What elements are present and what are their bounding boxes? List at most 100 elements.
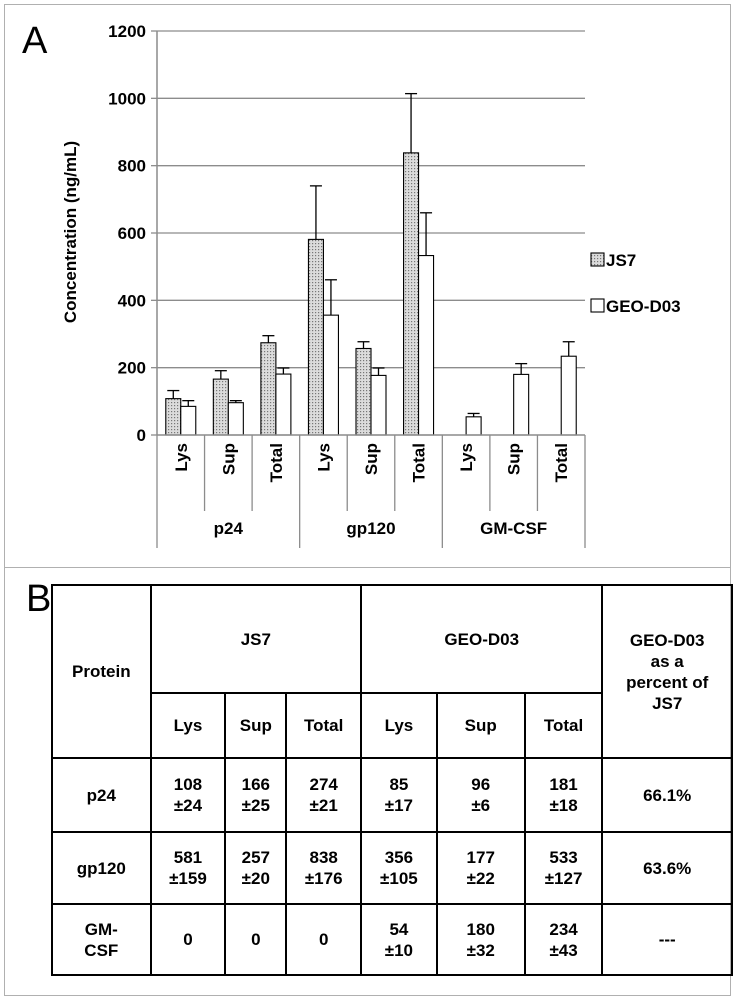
sd-value: ±21	[309, 796, 338, 815]
mean-value: 85	[389, 775, 409, 794]
sd-value: ±159	[169, 869, 207, 888]
mean-value: 180	[466, 919, 495, 939]
mean-value: 0	[251, 930, 261, 949]
x-category-label: Lys	[457, 443, 476, 472]
bar-geo-d03	[275, 373, 292, 436]
panel-a-letter: A	[22, 20, 48, 62]
sub-header-geo-total: Total	[523, 692, 604, 759]
legend-label-js7: JS7	[606, 251, 636, 270]
percent-header-line: as a	[650, 651, 684, 671]
sd-value: ±176	[304, 869, 343, 888]
sd-value: ±32	[466, 940, 495, 960]
y-tick-label: 800	[118, 157, 146, 176]
panel-b-letter: B	[26, 578, 52, 620]
protein-cell: gp120	[51, 831, 152, 905]
percent-cell: 63.6%	[601, 831, 733, 905]
bar-chart: 0 200 400 600 800 1000 1200 Lys Sup Total Lys Sup T…	[61, 22, 681, 548]
value-cell: 0	[149, 903, 227, 976]
mean-value: 166	[241, 775, 270, 794]
mean-value: 838	[309, 848, 338, 867]
y-tick-label: 0	[137, 426, 146, 445]
bar-js7	[165, 398, 182, 436]
js7-header: JS7	[149, 584, 363, 694]
bar-js7	[403, 152, 420, 436]
bar-geo-d03	[322, 314, 339, 436]
results-table: Protein JS7 GEO-D03 GEO-D03 as a percent…	[51, 584, 733, 976]
table-row: GM- CSF 0 0 0 54 ±10 180 ±32 234 ±43 ---	[51, 903, 733, 976]
y-axis-label: Concentration (ng/mL)	[61, 141, 80, 323]
mean-value: 177	[466, 848, 495, 867]
panel-b: B Protein JS7 GEO-D03 GEO-D03 as a perce…	[0, 567, 733, 996]
legend-swatch-geo-d03	[590, 298, 605, 313]
value-cell: 54 ±10	[360, 903, 438, 976]
legend-swatch-js7	[590, 252, 605, 267]
mean-value: 0	[318, 930, 329, 949]
value-cell: 85 ±17	[360, 757, 438, 833]
value-cell: 96 ±6	[435, 757, 526, 833]
bar-geo-d03	[227, 402, 244, 436]
mean-value: 274	[309, 775, 338, 794]
value-cell: 838 ±176	[285, 831, 363, 905]
mean-value: 108	[173, 775, 203, 794]
bar-geo-d03	[513, 373, 530, 436]
table-row: gp120 581 ±159 257 ±20 838 ±176 356 ±105 177…	[51, 831, 733, 905]
axes	[151, 30, 586, 548]
table-row: p24 108 ±24 166 ±25 274 ±21 85 ±17 96 ±6 181 ±…	[51, 757, 733, 833]
x-category-label: Lys	[172, 443, 191, 472]
percent-cell: 66.1%	[601, 757, 733, 833]
sd-value: ±127	[544, 869, 583, 888]
bar-geo-d03	[370, 374, 387, 436]
value-cell: 0	[224, 903, 288, 976]
percent-header-line: percent of	[626, 672, 709, 692]
x-category-labels: Lys Sup Total Lys Sup Total Lys Sup Total	[172, 443, 571, 482]
bars	[165, 152, 577, 436]
panel-a: A 0 200 400 600 800 1000 1200 Lys Sup Total Lys Su…	[4, 4, 731, 568]
mean-value: 96	[471, 775, 491, 794]
sd-value: ±25	[241, 796, 270, 815]
protein-name: CSF	[84, 940, 119, 960]
protein-cell: GM- CSF	[51, 903, 152, 976]
x-category-label: Sup	[505, 443, 524, 475]
bar-geo-d03	[560, 355, 577, 436]
mean-value: 257	[241, 848, 270, 867]
value-cell: 177 ±22	[435, 831, 526, 905]
y-tick-label: 200	[118, 359, 146, 378]
value-cell: 0	[285, 903, 363, 976]
value-cell: 274 ±21	[285, 757, 363, 833]
bar-js7	[212, 378, 229, 436]
x-category-label: Lys	[314, 443, 333, 472]
mean-value: 0	[183, 930, 193, 949]
mean-value: 356	[384, 848, 414, 867]
percent-header-line: JS7	[652, 693, 683, 713]
x-group-label: p24	[214, 519, 244, 538]
value-cell: 356 ±105	[360, 831, 438, 905]
mean-value: 54	[389, 919, 409, 939]
bar-geo-d03	[180, 405, 197, 436]
y-tick-label: 1200	[108, 22, 146, 41]
x-category-label: Total	[552, 443, 571, 482]
sd-value: ±22	[466, 869, 495, 888]
sd-value: ±18	[549, 796, 578, 815]
value-cell: 166 ±25	[224, 757, 288, 833]
value-cell: 257 ±20	[224, 831, 288, 905]
protein-name: p24	[86, 785, 116, 805]
protein-cell: p24	[51, 757, 152, 833]
value-cell: 533 ±127	[523, 831, 604, 905]
legend-label-geo-d03: GEO-D03	[606, 297, 681, 316]
protein-header: Protein	[51, 584, 152, 759]
legend: JS7 GEO-D03	[590, 251, 681, 316]
x-group-label: gp120	[346, 519, 395, 538]
percent-header-line: GEO-D03	[629, 630, 705, 650]
x-category-label: Total	[410, 443, 429, 482]
sd-value: ±105	[380, 869, 418, 888]
mean-value: 581	[173, 848, 203, 867]
sub-header-geo-sup: Sup	[435, 692, 526, 759]
y-tick-labels: 0 200 400 600 800 1000 1200	[108, 22, 146, 445]
bar-js7	[260, 342, 277, 436]
x-category-label: Sup	[219, 443, 238, 475]
grid-lines	[157, 30, 585, 369]
x-category-label: Sup	[362, 443, 381, 475]
sd-value: ±6	[471, 796, 491, 815]
sub-header-js7-total: Total	[285, 692, 363, 759]
value-cell: 181 ±18	[523, 757, 604, 833]
